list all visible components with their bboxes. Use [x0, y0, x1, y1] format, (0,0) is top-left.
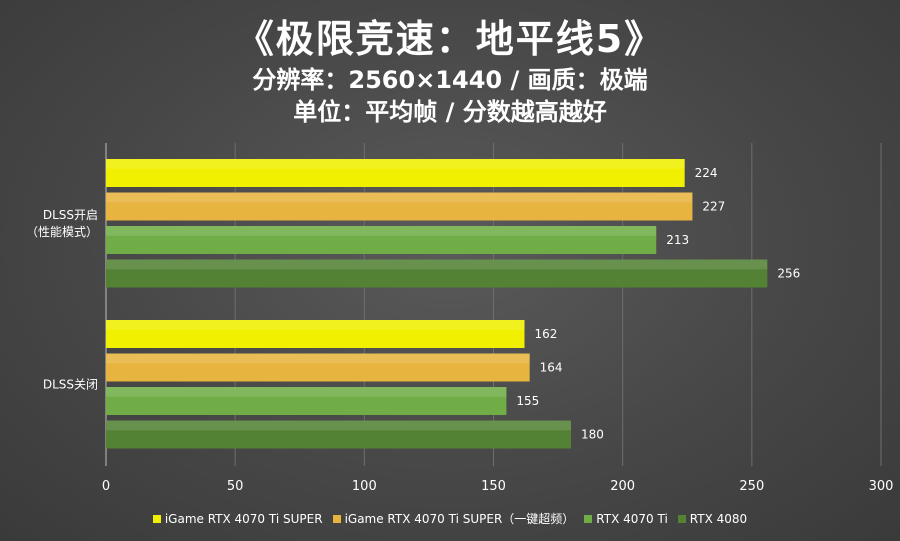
bar	[106, 420, 571, 449]
x-tick-label: 300	[869, 479, 894, 494]
chart-subtitle-unit: 单位：平均帧 / 分数越高越好	[293, 98, 607, 126]
bar-highlight	[106, 420, 571, 431]
x-tick-label: 0	[102, 479, 110, 494]
x-tick-label: 50	[227, 479, 244, 494]
data-label: 213	[666, 233, 689, 247]
bar	[106, 192, 693, 221]
category-label: （性能模式）	[26, 225, 98, 239]
bar	[106, 387, 507, 415]
chart-legend: iGame RTX 4070 Ti SUPER iGame RTX 4070 Ti…	[0, 510, 900, 527]
data-label: 227	[702, 200, 725, 214]
legend-swatch	[584, 514, 593, 523]
data-label: 256	[777, 267, 800, 281]
category-label: DLSS开启	[43, 208, 98, 222]
bar	[106, 226, 657, 254]
category-label: DLSS关闭	[43, 377, 98, 391]
bar-highlight	[106, 387, 507, 397]
bar	[106, 353, 530, 382]
legend-item: RTX 4080	[677, 510, 748, 527]
chart-title: 《极限竞速：地平线5》	[235, 17, 665, 61]
legend-label: RTX 4080	[689, 511, 748, 526]
legend-label: iGame RTX 4070 Ti SUPER（一键超频）	[344, 512, 575, 526]
chart-subtitle-resolution: 分辨率：2560×1440 / 画质：极端	[252, 66, 648, 94]
legend-item: iGame RTX 4070 Ti SUPER（一键超频）	[332, 510, 575, 527]
bar	[106, 259, 768, 288]
bar-highlight	[106, 320, 525, 330]
x-tick-label: 100	[352, 479, 377, 494]
legend-label: iGame RTX 4070 Ti SUPER	[164, 511, 323, 526]
data-label: 162	[535, 327, 558, 341]
legend-label: RTX 4070 Ti	[596, 511, 668, 526]
x-tick-label: 200	[610, 479, 635, 494]
bar-highlight	[106, 159, 685, 169]
data-label: 180	[581, 428, 604, 442]
bar	[106, 320, 525, 348]
x-tick-label: 250	[739, 479, 764, 494]
bar-highlight	[106, 353, 530, 364]
x-tick-label: 150	[481, 479, 506, 494]
bar-highlight	[106, 259, 768, 270]
data-label: 224	[695, 166, 718, 180]
bar	[106, 159, 685, 187]
data-label: 155	[516, 394, 539, 408]
bar-highlight	[106, 226, 657, 236]
bar-highlight	[106, 192, 693, 203]
legend-item: RTX 4070 Ti	[584, 510, 668, 527]
legend-swatch	[332, 514, 341, 523]
legend-item: iGame RTX 4070 Ti SUPER	[152, 510, 323, 527]
legend-swatch	[677, 514, 686, 523]
data-label: 164	[540, 361, 563, 375]
legend-swatch	[152, 514, 161, 523]
